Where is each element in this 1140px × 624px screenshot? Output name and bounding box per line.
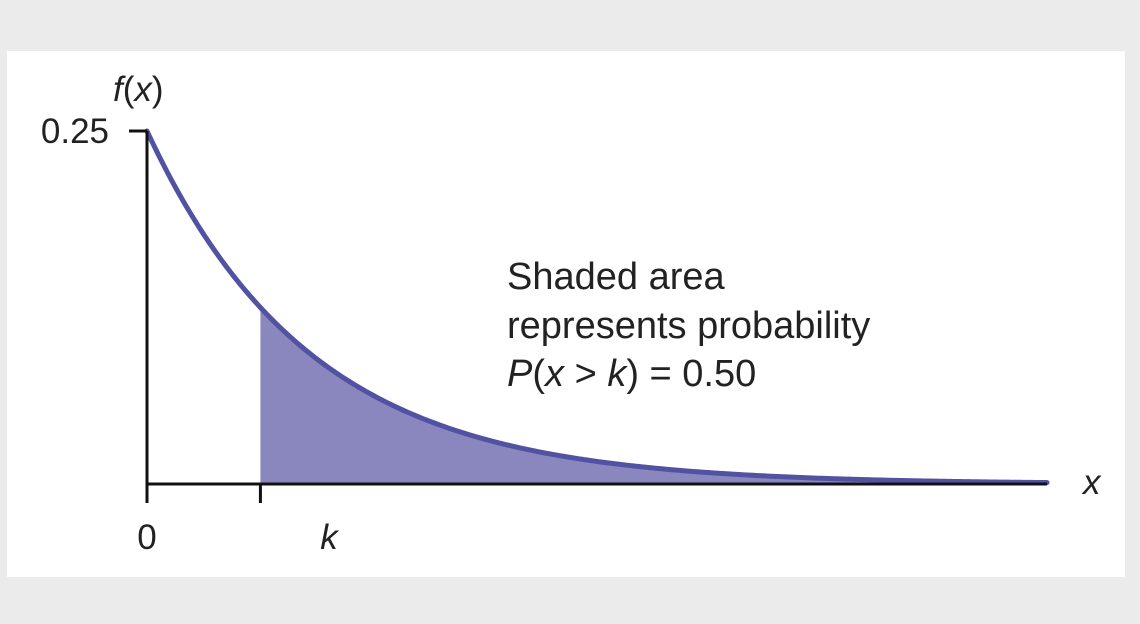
x-tick-label-0: 0 <box>137 518 156 557</box>
y-tick-label-0.25: 0.25 <box>41 112 109 151</box>
chart-panel: 0.25 0 k f(x) x Shaded area represents p… <box>7 51 1125 577</box>
x-axis-label: x <box>1081 463 1102 502</box>
density-curve <box>144 128 1050 486</box>
annotation-line-2: represents probability <box>507 305 870 347</box>
shaded-area <box>260 307 1047 484</box>
x-tick-label-k: k <box>320 518 339 557</box>
annotation-line-3: P(x > k) = 0.50 <box>507 353 756 395</box>
annotation-line-1: Shaded area <box>507 256 725 298</box>
y-axis-label: f(x) <box>113 70 164 109</box>
exponential-density-chart: 0.25 0 k f(x) x Shaded area represents p… <box>41 70 1102 557</box>
